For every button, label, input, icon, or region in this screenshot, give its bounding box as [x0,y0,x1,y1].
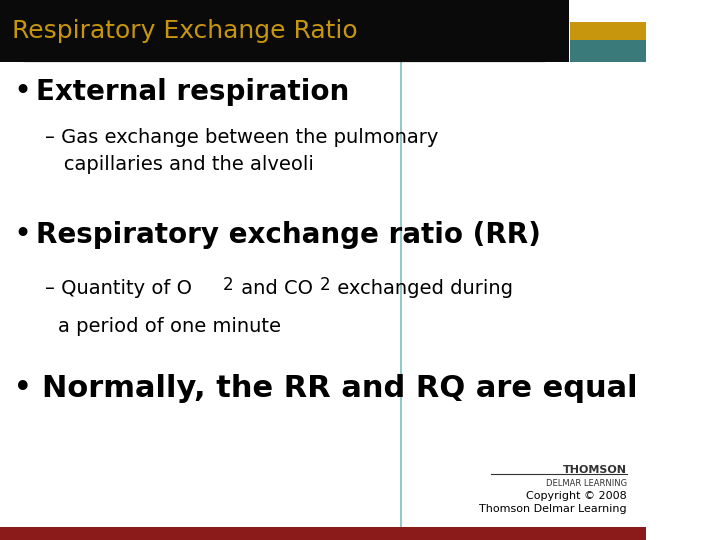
Text: Copyright © 2008
Thomson Delmar Learning: Copyright © 2008 Thomson Delmar Learning [479,491,626,514]
Bar [570,40,646,62]
Text: 2: 2 [320,276,330,294]
Text: exchanged during: exchanged during [331,279,513,298]
Text: 2: 2 [222,276,233,294]
Bar [570,22,646,62]
Text: Normally, the RR and RQ are equal: Normally, the RR and RQ are equal [42,374,638,403]
Text: Respiratory Exchange Ratio: Respiratory Exchange Ratio [12,19,357,43]
FancyBboxPatch shape [0,0,569,62]
Text: a period of one minute: a period of one minute [58,317,281,336]
Text: THOMSON: THOMSON [563,465,626,475]
Text: •: • [13,77,31,106]
Text: External respiration: External respiration [35,78,348,106]
Text: Respiratory exchange ratio (RR): Respiratory exchange ratio (RR) [35,221,541,249]
Bar [0,0,569,62]
Text: – Gas exchange between the pulmonary
   capillaries and the alveoli: – Gas exchange between the pulmonary cap… [45,129,438,174]
Text: and CO: and CO [235,279,312,298]
Text: •: • [13,220,31,249]
Bar [0,526,646,540]
Text: – Quantity of O: – Quantity of O [45,279,192,298]
Text: DELMAR LEARNING: DELMAR LEARNING [546,479,626,488]
Text: •: • [13,372,32,406]
